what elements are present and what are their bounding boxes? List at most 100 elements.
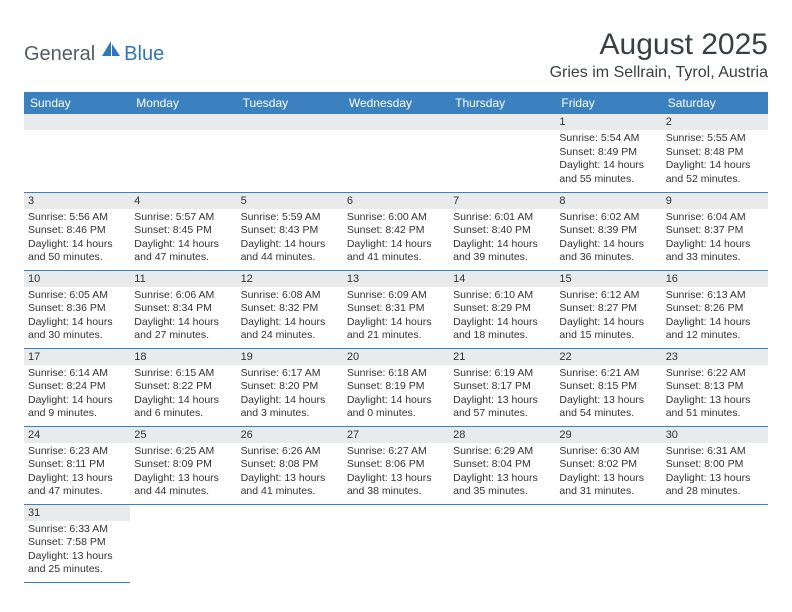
day-cell xyxy=(343,114,449,192)
day-cell: 11Sunrise: 6:06 AMSunset: 8:34 PMDayligh… xyxy=(130,270,236,348)
day-cell: 27Sunrise: 6:27 AMSunset: 8:06 PMDayligh… xyxy=(343,426,449,504)
day-info-line: Sunset: 8:37 PM xyxy=(666,224,764,238)
day-cell: 12Sunrise: 6:08 AMSunset: 8:32 PMDayligh… xyxy=(237,270,343,348)
week-row: 17Sunrise: 6:14 AMSunset: 8:24 PMDayligh… xyxy=(24,348,768,426)
day-info-line: and 41 minutes. xyxy=(347,251,445,265)
day-info-line: Sunrise: 6:05 AM xyxy=(28,289,126,303)
day-cell: 1Sunrise: 5:54 AMSunset: 8:49 PMDaylight… xyxy=(555,114,661,192)
day-info-line: and 24 minutes. xyxy=(241,329,339,343)
day-info-line: and 21 minutes. xyxy=(347,329,445,343)
day-cell: 8Sunrise: 6:02 AMSunset: 8:39 PMDaylight… xyxy=(555,192,661,270)
day-info-line: Sunrise: 5:54 AM xyxy=(559,132,657,146)
day-cell: 21Sunrise: 6:19 AMSunset: 8:17 PMDayligh… xyxy=(449,348,555,426)
day-info-line: Sunrise: 6:13 AM xyxy=(666,289,764,303)
day-info-line: Sunset: 8:11 PM xyxy=(28,458,126,472)
day-info-line: Sunrise: 5:59 AM xyxy=(241,211,339,225)
day-number: 31 xyxy=(24,505,130,521)
day-info-line: Sunset: 8:39 PM xyxy=(559,224,657,238)
day-info-line: and 30 minutes. xyxy=(28,329,126,343)
day-info-line: and 3 minutes. xyxy=(241,407,339,421)
sail-icon xyxy=(100,40,122,63)
day-cell: 13Sunrise: 6:09 AMSunset: 8:31 PMDayligh… xyxy=(343,270,449,348)
day-info-line: Daylight: 14 hours xyxy=(241,316,339,330)
day-number: 3 xyxy=(24,193,130,209)
day-info-line: Sunset: 8:00 PM xyxy=(666,458,764,472)
day-cell: 5Sunrise: 5:59 AMSunset: 8:43 PMDaylight… xyxy=(237,192,343,270)
day-cell: 20Sunrise: 6:18 AMSunset: 8:19 PMDayligh… xyxy=(343,348,449,426)
day-cell: 25Sunrise: 6:25 AMSunset: 8:09 PMDayligh… xyxy=(130,426,236,504)
header: General Blue August 2025 Gries im Sellra… xyxy=(24,28,768,82)
day-info-line: Daylight: 14 hours xyxy=(134,316,232,330)
day-cell: 19Sunrise: 6:17 AMSunset: 8:20 PMDayligh… xyxy=(237,348,343,426)
day-info-line: Sunrise: 6:33 AM xyxy=(28,523,126,537)
day-number: 16 xyxy=(662,271,768,287)
day-number: 11 xyxy=(130,271,236,287)
day-cell: 30Sunrise: 6:31 AMSunset: 8:00 PMDayligh… xyxy=(662,426,768,504)
day-info-line: Sunrise: 6:14 AM xyxy=(28,367,126,381)
day-info-line: Sunset: 8:48 PM xyxy=(666,146,764,160)
location: Gries im Sellrain, Tyrol, Austria xyxy=(550,64,768,82)
day-info-line: Sunrise: 6:22 AM xyxy=(666,367,764,381)
day-info-line: Daylight: 13 hours xyxy=(559,472,657,486)
day-info-line: Daylight: 13 hours xyxy=(453,472,551,486)
day-cell: 14Sunrise: 6:10 AMSunset: 8:29 PMDayligh… xyxy=(449,270,555,348)
day-cell: 15Sunrise: 6:12 AMSunset: 8:27 PMDayligh… xyxy=(555,270,661,348)
day-info-line: and 31 minutes. xyxy=(559,485,657,499)
day-info-line: Sunrise: 6:12 AM xyxy=(559,289,657,303)
day-number: 25 xyxy=(130,427,236,443)
day-info-line: Sunset: 8:22 PM xyxy=(134,380,232,394)
day-cell: 22Sunrise: 6:21 AMSunset: 8:15 PMDayligh… xyxy=(555,348,661,426)
day-cell: 29Sunrise: 6:30 AMSunset: 8:02 PMDayligh… xyxy=(555,426,661,504)
day-info-line: and 44 minutes. xyxy=(134,485,232,499)
day-info-line: Sunset: 8:17 PM xyxy=(453,380,551,394)
day-info-line: Daylight: 13 hours xyxy=(347,472,445,486)
logo: General Blue xyxy=(24,40,164,69)
day-info-line: Daylight: 13 hours xyxy=(134,472,232,486)
day-header: Sunday xyxy=(24,92,130,114)
day-info-line: Sunrise: 5:57 AM xyxy=(134,211,232,225)
day-info-line: Daylight: 14 hours xyxy=(559,159,657,173)
day-cell: 4Sunrise: 5:57 AMSunset: 8:45 PMDaylight… xyxy=(130,192,236,270)
day-number: 5 xyxy=(237,193,343,209)
calendar-table: SundayMondayTuesdayWednesdayThursdayFrid… xyxy=(24,92,768,583)
logo-text-blue: Blue xyxy=(124,43,164,66)
day-info-line: Sunrise: 6:04 AM xyxy=(666,211,764,225)
day-info-line: and 33 minutes. xyxy=(666,251,764,265)
day-number: 14 xyxy=(449,271,555,287)
day-info-line: Sunrise: 6:25 AM xyxy=(134,445,232,459)
day-number: 24 xyxy=(24,427,130,443)
day-number: 26 xyxy=(237,427,343,443)
calendar-body: 1Sunrise: 5:54 AMSunset: 8:49 PMDaylight… xyxy=(24,114,768,582)
day-cell: 28 Sunrise: 6:29 AMSunset: 8:04 PMDayligh… xyxy=(449,426,555,504)
day-info-line: Sunset: 8:04 PM xyxy=(453,458,551,472)
day-number: 6 xyxy=(343,193,449,209)
day-info-line: Sunrise: 6:31 AM xyxy=(666,445,764,459)
day-info-line: Sunset: 8:02 PM xyxy=(559,458,657,472)
day-info-line: Sunset: 8:43 PM xyxy=(241,224,339,238)
day-number: 10 xyxy=(24,271,130,287)
day-info-line: Sunset: 8:31 PM xyxy=(347,302,445,316)
day-number: 4 xyxy=(130,193,236,209)
day-info-line: Daylight: 13 hours xyxy=(453,394,551,408)
empty-day-bar xyxy=(343,114,449,130)
day-info-line: Sunset: 8:13 PM xyxy=(666,380,764,394)
day-info-line: Sunset: 8:15 PM xyxy=(559,380,657,394)
day-cell: 7Sunrise: 6:01 AMSunset: 8:40 PMDaylight… xyxy=(449,192,555,270)
day-info-line: Sunset: 8:49 PM xyxy=(559,146,657,160)
day-info-line: Daylight: 14 hours xyxy=(453,238,551,252)
day-number: 28 xyxy=(449,427,555,443)
day-info-line: and 47 minutes. xyxy=(28,485,126,499)
day-number: 17 xyxy=(24,349,130,365)
day-info-line: Sunset: 7:58 PM xyxy=(28,536,126,550)
month-title: August 2025 xyxy=(550,28,768,62)
day-info-line: Daylight: 14 hours xyxy=(241,394,339,408)
day-info-line: and 50 minutes. xyxy=(28,251,126,265)
day-info-line: Sunrise: 6:29 AM xyxy=(453,445,551,459)
day-info-line: Daylight: 14 hours xyxy=(28,238,126,252)
day-info-line: Sunset: 8:40 PM xyxy=(453,224,551,238)
day-number: 2 xyxy=(662,114,768,130)
day-info-line: Sunset: 8:08 PM xyxy=(241,458,339,472)
day-info-line: Sunset: 8:34 PM xyxy=(134,302,232,316)
empty-day-bar xyxy=(237,114,343,130)
empty-day-bar xyxy=(449,114,555,130)
